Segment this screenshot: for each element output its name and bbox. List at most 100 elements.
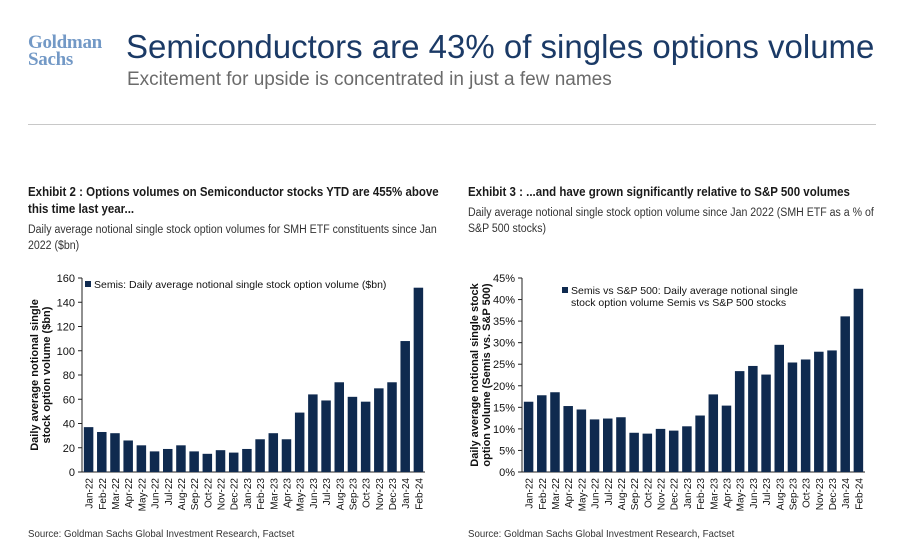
bar (360, 401, 371, 472)
bar (400, 341, 410, 472)
y-tick-label: 160 (57, 273, 75, 285)
y-tick-label: 60 (63, 394, 75, 406)
page-subtitle: Excitement for upside is concentrated in… (127, 69, 612, 90)
y-tick-label: 20% (493, 381, 515, 393)
x-tick-label: Feb-22 (98, 478, 109, 510)
y-tick-label: 120 (57, 322, 75, 334)
x-tick-label: Aug-23 (775, 478, 786, 511)
bar (523, 401, 534, 472)
y-tick-label: 40% (493, 295, 515, 307)
x-tick-label: Nov-22 (217, 478, 228, 511)
exhibit-3-title: Exhibit 3 : ...and have grown significan… (468, 185, 850, 199)
legend-label: Semis: Daily average notional single sto… (94, 279, 386, 291)
x-tick-label: Sep-23 (348, 478, 359, 511)
x-tick-label: May-23 (296, 478, 307, 512)
x-tick-label: Dec-23 (828, 478, 839, 511)
bar (374, 388, 384, 472)
bar (563, 406, 573, 472)
x-tick-label: Jun-22 (151, 478, 162, 509)
legend-swatch (85, 281, 91, 287)
bar (550, 392, 560, 472)
x-tick-label: Oct-22 (203, 478, 214, 508)
x-tick-label: Dec-22 (670, 478, 681, 511)
page-title: Semiconductors are 43% of singles option… (126, 28, 875, 65)
x-tick-label: Jul-23 (322, 478, 333, 506)
bar (589, 419, 600, 472)
exhibit-3-source: Source: Goldman Sachs Global Investment … (468, 528, 735, 540)
x-tick-label: Mar-23 (709, 478, 720, 510)
goldman-sachs-logo: Goldman Sachs (28, 32, 110, 69)
y-axis-title: stock option volume ($bn) (41, 306, 53, 443)
bar (255, 439, 265, 472)
x-tick-label: Apr-22 (124, 478, 135, 508)
bar (215, 450, 226, 472)
bar (387, 382, 397, 472)
bar (827, 350, 837, 472)
y-axis-title: Daily average notional single stock (469, 282, 481, 466)
bar (787, 362, 798, 472)
x-tick-label: Jul-23 (762, 478, 773, 506)
x-tick-label: Feb-24 (854, 478, 865, 510)
y-tick-label: 25% (493, 359, 515, 371)
bar (642, 433, 653, 472)
x-tick-label: Sep-22 (630, 478, 641, 511)
y-tick-label: 20 (63, 443, 75, 455)
bar (294, 412, 305, 472)
bar (189, 451, 199, 472)
bar (163, 448, 173, 472)
x-tick-label: Feb-22 (538, 478, 549, 510)
bar (603, 418, 613, 472)
bar (576, 409, 587, 472)
x-tick-label: Sep-23 (788, 478, 799, 511)
x-tick-label: Feb-24 (414, 478, 425, 510)
bar (814, 351, 824, 472)
bar (176, 445, 186, 472)
x-tick-label: Sep-22 (190, 478, 201, 511)
x-tick-label: Nov-23 (375, 478, 386, 511)
exhibit-2-subtitle: Daily average notional single stock opti… (28, 224, 437, 252)
bar (655, 428, 666, 472)
x-tick-label: Mar-22 (551, 478, 562, 510)
bar (668, 430, 679, 472)
bar (242, 448, 252, 472)
bar (537, 395, 547, 472)
x-tick-label: Dec-23 (388, 478, 399, 511)
x-tick-label: Jun-23 (309, 478, 320, 509)
logo-line-1: Goldman (28, 32, 102, 53)
x-tick-label: Jan-22 (85, 478, 96, 509)
bar (334, 382, 344, 472)
x-tick-label: Jan-23 (243, 478, 254, 509)
bar (308, 394, 318, 472)
x-tick-label: Jan-23 (683, 478, 694, 509)
bar (616, 417, 626, 472)
x-tick-label: Jun-22 (591, 478, 602, 509)
y-tick-label: 10% (493, 424, 515, 436)
x-tick-label: Oct-23 (362, 478, 373, 508)
x-tick-label: Aug-22 (177, 478, 188, 511)
x-tick-label: Mar-22 (111, 478, 122, 510)
bar (413, 287, 424, 472)
bar (748, 365, 758, 472)
exhibit-2-panel: Exhibit 2 : Options volumes on Semicondu… (28, 184, 448, 254)
bar (268, 433, 279, 472)
y-tick-label: 30% (493, 338, 515, 350)
bar (840, 316, 850, 472)
x-tick-label: Jan-24 (841, 478, 852, 509)
bar (136, 445, 147, 472)
y-axis-title: Daily average notional single (29, 299, 41, 451)
x-tick-label: Aug-22 (617, 478, 628, 511)
exhibit-2-title: Exhibit 2 : Options volumes on Semicondu… (28, 185, 439, 216)
bar (202, 453, 213, 472)
header-divider (28, 124, 876, 125)
x-tick-label: Aug-23 (335, 478, 346, 511)
exhibit-3-panel: Exhibit 3 : ...and have grown significan… (468, 184, 888, 237)
y-tick-label: 40 (63, 419, 75, 431)
bar (774, 344, 784, 472)
y-tick-label: 15% (493, 402, 515, 414)
x-tick-label: Jan-24 (401, 478, 412, 509)
bar (853, 288, 864, 472)
x-tick-label: Nov-22 (657, 478, 668, 511)
y-axis-title: option volume (Semis vs. S&P 500) (481, 283, 493, 467)
x-tick-label: Apr-23 (722, 478, 733, 508)
x-tick-label: Dec-22 (230, 478, 241, 511)
